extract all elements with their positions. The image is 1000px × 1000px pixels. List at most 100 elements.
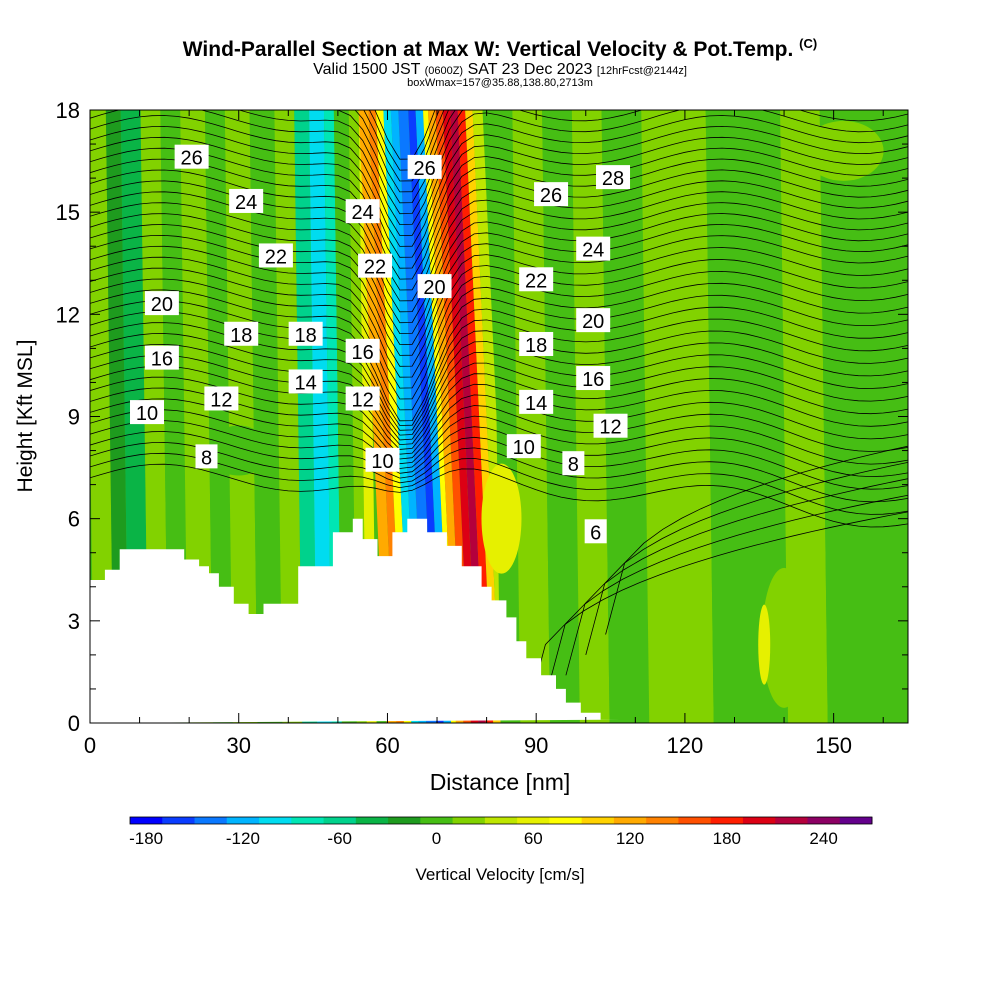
contour-label: 18 xyxy=(519,331,554,357)
contour-label-text: 6 xyxy=(590,522,601,544)
colorbar-swatch xyxy=(613,817,647,824)
theta-contour xyxy=(90,158,908,280)
colorbar-swatch xyxy=(839,817,873,824)
contour-label-text: 16 xyxy=(582,369,604,391)
valid-utc: (0600Z) xyxy=(424,65,464,77)
contour-label: 28 xyxy=(596,165,631,190)
colorbar-swatch xyxy=(742,817,776,824)
contour-label-box xyxy=(519,389,554,414)
theta-contour xyxy=(90,420,908,478)
y-tick-label: 0 xyxy=(68,711,80,736)
contour-label: 20 xyxy=(417,274,452,299)
contour-label-text: 12 xyxy=(352,389,374,411)
theta-contour xyxy=(90,191,908,313)
contour-label: 14 xyxy=(519,389,554,415)
contour-label: 10 xyxy=(130,400,165,425)
contour-label-text: 16 xyxy=(151,349,173,371)
colorbar-swatch xyxy=(420,817,454,824)
copyright-mark: (C) xyxy=(799,36,818,51)
contour-label-box xyxy=(144,345,179,370)
contour-label: 12 xyxy=(593,413,628,439)
terrain-mask xyxy=(90,518,621,723)
colorbar-swatch xyxy=(452,817,486,824)
contour-label: 22 xyxy=(519,267,554,292)
contour-label-text: 16 xyxy=(352,342,374,364)
colorbar-swatch xyxy=(807,817,841,824)
contour-label: 10 xyxy=(365,447,400,473)
contour-label-box xyxy=(130,400,165,425)
contour-label-box xyxy=(174,144,209,169)
contour-label-box xyxy=(224,321,259,346)
valid-date: SAT 23 Dec 2023 xyxy=(467,61,593,78)
fill-band xyxy=(819,110,908,723)
theta-contour xyxy=(90,398,908,465)
x-tick-label: 0 xyxy=(84,733,96,758)
theta-contour xyxy=(90,278,908,400)
colorbar-tick-label: -120 xyxy=(226,829,260,848)
contour-label-text: 10 xyxy=(136,403,158,425)
y-tick-label: 9 xyxy=(68,405,80,430)
colorbar-swatch xyxy=(388,817,421,824)
fill-band xyxy=(542,110,580,723)
contour-label-text: 14 xyxy=(295,372,317,394)
contour-label: 24 xyxy=(229,188,264,214)
contour-label-text: 22 xyxy=(364,257,386,279)
contour-label-text: 20 xyxy=(582,311,604,333)
contour-label: 26 xyxy=(174,144,209,170)
contour-label-text: 24 xyxy=(235,192,257,214)
contour-label: 26 xyxy=(534,182,569,207)
contour-label-box xyxy=(576,236,611,261)
contour-label: 24 xyxy=(345,199,380,224)
theta-contour xyxy=(90,245,908,367)
colorbar-swatch xyxy=(775,817,808,824)
contour-label-text: 22 xyxy=(265,246,287,268)
y-tick-label: 18 xyxy=(56,98,80,123)
theta-contour xyxy=(90,125,908,247)
theta-contour xyxy=(90,441,908,503)
x-tick-label: 120 xyxy=(667,733,704,758)
fill-band xyxy=(641,110,714,723)
colorbar-label: Vertical Velocity [cm/s] xyxy=(415,865,584,884)
theta-contours xyxy=(90,110,908,717)
fill-patch xyxy=(803,120,884,181)
contour-label: 12 xyxy=(204,386,239,411)
theta-contour xyxy=(90,136,908,258)
contour-label-box xyxy=(204,386,239,411)
colorbar-swatch xyxy=(581,817,615,824)
contour-label-text: 18 xyxy=(295,325,317,347)
contour-label-box xyxy=(195,444,218,469)
fill-band xyxy=(90,110,114,723)
contour-label-box xyxy=(519,331,554,356)
colorbar-swatch xyxy=(259,817,292,824)
forecast-info: [12hrFcst@2144z] xyxy=(596,65,687,77)
theta-contour xyxy=(90,333,908,436)
contour-label-text: 24 xyxy=(582,240,604,262)
valid-prefix: Valid 1500 JST xyxy=(313,61,421,78)
colorbar-tick-label: -60 xyxy=(327,829,352,848)
theta-contour xyxy=(525,511,908,717)
x-tick-label: 90 xyxy=(524,733,548,758)
contour-label-box xyxy=(576,366,611,391)
contour-label-box xyxy=(407,154,442,179)
theta-contour xyxy=(90,202,908,324)
contour-labels: 26 24 22 20 18 18 16 14 12 10 8 24 22 16 12 10 26 20 28 26 2… xyxy=(130,144,631,544)
colorbar-swatch xyxy=(355,817,389,824)
fill-band xyxy=(204,110,233,723)
contour-label: 20 xyxy=(576,308,611,333)
axes: 0 30 60 90 120 150 0 3 6 9 12 15 18 xyxy=(56,98,909,758)
colorbar-tick-label: 0 xyxy=(432,829,441,848)
contour-label-text: 26 xyxy=(414,158,436,180)
contour-label-box xyxy=(345,338,380,363)
fill-patch xyxy=(758,604,771,685)
title-main: Wind-Parallel Section at Max W: Vertical… xyxy=(182,38,794,61)
contour-label-text: 28 xyxy=(602,168,624,190)
colorbar-swatch xyxy=(484,817,518,824)
contour-label: 16 xyxy=(144,345,179,371)
contour-label: 12 xyxy=(345,386,380,411)
theta-contour xyxy=(545,494,908,696)
box-info: boxWmax=157@35.88,138.80,2713m xyxy=(407,77,593,89)
theta-contour xyxy=(90,234,908,356)
contour-label: 22 xyxy=(358,253,393,279)
theta-contour xyxy=(90,147,908,269)
contour-label-box xyxy=(534,182,569,207)
